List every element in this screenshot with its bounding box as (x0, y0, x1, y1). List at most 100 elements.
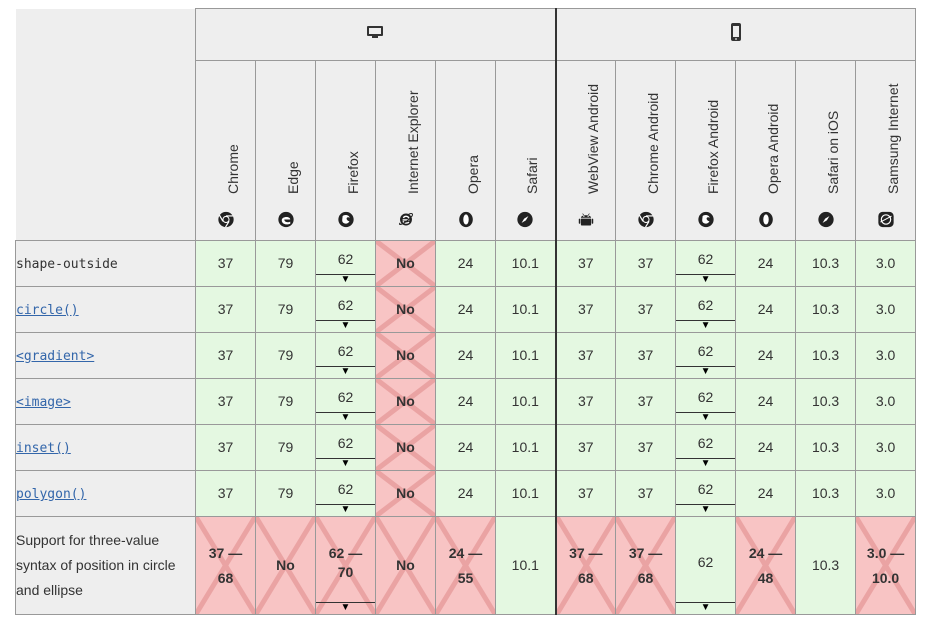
support-cell-chrome-android: 37 (615, 332, 677, 379)
support-version-end: 48 (757, 569, 774, 586)
support-version: 24 (457, 301, 474, 317)
support-cell-opera: 24 — 55 (435, 516, 496, 615)
support-cell-webview-android: 37 (555, 470, 617, 517)
support-cell-firefox-android[interactable]: 62 ▼ (675, 286, 737, 333)
support-cell-opera-android: 24 — 48 (735, 516, 797, 615)
feature-name-cell: polygon() (15, 470, 196, 517)
support-version: 37 (637, 347, 654, 363)
support-cell-chrome-android: 37 (615, 378, 677, 425)
support-version: 10.1 (511, 255, 539, 271)
support-cell-firefox[interactable]: 62 ▼ (315, 240, 376, 287)
feature-link[interactable]: polygon() (16, 487, 87, 502)
support-version: 37 — (628, 544, 663, 561)
support-cell-internet-explorer: No (375, 286, 436, 333)
support-version: No (396, 347, 415, 363)
support-version: No (396, 255, 415, 271)
no-support-cross-icon (376, 425, 435, 470)
browser-header-chrome-android: Chrome Android (615, 60, 677, 241)
browser-name: Firefox (344, 151, 361, 194)
no-support-cross-icon (616, 517, 675, 614)
opera-icon (758, 211, 773, 228)
support-version-end: 10.0 (871, 569, 900, 586)
support-version: 24 (757, 255, 774, 271)
support-version: 37 (217, 301, 234, 317)
support-version: 37 (637, 439, 654, 455)
support-cell-firefox[interactable]: 62 ▼ (315, 470, 376, 517)
support-version: 24 (757, 393, 774, 409)
notes-toggle-icon[interactable]: ▼ (316, 504, 375, 516)
feature-row: inset() 37 79 62 ▼ No 24 10.1 37 37 62 ▼ 24 10.3 3.0 (15, 424, 917, 471)
support-version: 10.3 (811, 301, 840, 317)
support-version: 24 (457, 439, 474, 455)
notes-toggle-icon[interactable]: ▼ (316, 412, 375, 424)
support-cell-edge: 79 (255, 286, 316, 333)
browser-name: Opera (464, 155, 481, 194)
support-cell-firefox[interactable]: 62 ▼ (315, 378, 376, 425)
support-cell-safari-on-ios: 10.3 (795, 424, 857, 471)
browser-header-safari: Safari (494, 60, 557, 241)
notes-toggle-icon[interactable]: ▼ (676, 504, 736, 516)
support-cell-opera: 24 (435, 424, 496, 471)
support-cell-firefox-android[interactable]: 62 ▼ (675, 516, 737, 615)
feature-row: shape-outside 37 79 62 ▼ No 24 10.1 37 37 62 ▼ 24 10.… (15, 240, 917, 287)
support-cell-internet-explorer: No (375, 378, 436, 425)
support-cell-opera-android: 24 (735, 470, 797, 517)
notes-toggle-icon[interactable]: ▼ (316, 274, 375, 286)
feature-code-name: shape-outside (16, 257, 118, 272)
no-support-cross-icon (856, 517, 915, 614)
corner-cell-lower (15, 60, 196, 241)
support-cell-firefox[interactable]: 62 ▼ (315, 424, 376, 471)
support-cell-chrome-android: 37 (615, 424, 677, 471)
support-cell-firefox[interactable]: 62 ▼ (315, 332, 376, 379)
support-version: 37 (217, 485, 234, 501)
feature-link[interactable]: inset() (16, 441, 71, 456)
notes-toggle-icon[interactable]: ▼ (676, 412, 736, 424)
firefox-icon (337, 211, 354, 228)
support-cell-safari-on-ios: 10.3 (795, 332, 857, 379)
support-cell-firefox-android[interactable]: 62 ▼ (675, 240, 737, 287)
support-cell-safari-on-ios: 10.3 (795, 516, 857, 615)
notes-toggle-icon[interactable]: ▼ (676, 274, 736, 286)
support-cell-firefox[interactable]: 62 — 70 ▼ (315, 516, 376, 615)
support-cell-chrome: 37 — 68 (195, 516, 256, 615)
support-cell-firefox-android[interactable]: 62 ▼ (675, 470, 737, 517)
feature-row: polygon() 37 79 62 ▼ No 24 10.1 37 37 62 ▼ 24 10.3 3.0 (15, 470, 917, 517)
browser-header-firefox-android: Firefox Android (675, 60, 737, 241)
support-cell-opera-android: 24 (735, 286, 797, 333)
chrome-icon (217, 211, 234, 228)
feature-name-cell: <image> (15, 378, 196, 425)
notes-toggle-icon[interactable]: ▼ (316, 602, 375, 614)
no-support-cross-icon (376, 517, 435, 614)
support-cell-safari: 10.1 (494, 240, 557, 287)
support-cell-opera: 24 (435, 240, 496, 287)
support-version: 10.1 (511, 485, 539, 501)
notes-toggle-icon[interactable]: ▼ (316, 458, 375, 470)
notes-toggle-icon[interactable]: ▼ (316, 366, 375, 378)
support-version: 3.0 — (866, 544, 905, 561)
notes-toggle-icon[interactable]: ▼ (676, 320, 736, 332)
browser-name: Samsung Internet (884, 83, 901, 194)
support-cell-samsung-internet: 3.0 (855, 332, 917, 379)
support-cell-webview-android: 37 (555, 332, 617, 379)
feature-link[interactable]: <gradient> (16, 349, 95, 364)
support-cell-firefox[interactable]: 62 ▼ (315, 286, 376, 333)
notes-toggle-icon[interactable]: ▼ (676, 602, 736, 614)
notes-toggle-icon[interactable]: ▼ (676, 366, 736, 378)
firefox-icon (697, 211, 714, 228)
notes-toggle-icon[interactable]: ▼ (676, 458, 736, 470)
platform-header-row (15, 8, 917, 61)
notes-toggle-icon[interactable]: ▼ (316, 320, 375, 332)
feature-link[interactable]: circle() (16, 303, 79, 318)
support-cell-firefox-android[interactable]: 62 ▼ (675, 424, 737, 471)
feature-link[interactable]: <image> (16, 395, 71, 410)
support-version: No (396, 439, 415, 455)
support-version-end: 55 (457, 569, 474, 586)
browser-header-edge: Edge (255, 60, 316, 241)
browser-header-safari-on-ios: Safari on iOS (795, 60, 857, 241)
support-cell-firefox-android[interactable]: 62 ▼ (675, 378, 737, 425)
support-cell-opera-android: 24 (735, 378, 797, 425)
support-version: 24 (757, 485, 774, 501)
support-cell-firefox-android[interactable]: 62 ▼ (675, 332, 737, 379)
browser-name: Firefox Android (704, 99, 721, 194)
browser-header-opera: Opera (435, 60, 496, 241)
